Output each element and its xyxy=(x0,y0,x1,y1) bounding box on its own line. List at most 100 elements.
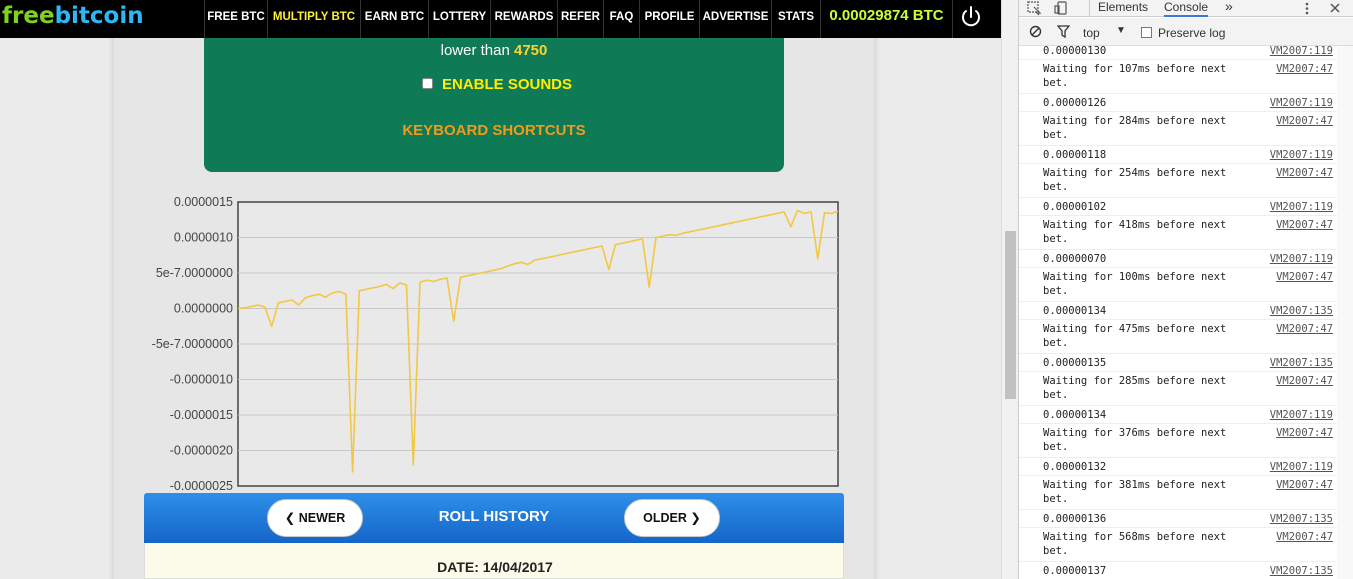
console-log-entry: Waiting for 100ms before next bet. VM2007… xyxy=(1019,268,1337,302)
console-source-link[interactable]: VM2007:119 xyxy=(1269,149,1333,161)
console-log-entry: 0.00000132 VM2007:119 xyxy=(1019,458,1337,476)
tab-console[interactable]: Console xyxy=(1164,0,1209,17)
console-message: 0.00000132 xyxy=(1043,461,1107,473)
inspect-element-icon[interactable] xyxy=(1027,1,1042,16)
console-log-entry: Waiting for 418ms before next bet. VM2007… xyxy=(1019,216,1337,250)
enable-sounds-checkbox[interactable] xyxy=(422,78,433,89)
page-scrollbar-thumb[interactable] xyxy=(1005,231,1016,399)
preserve-log-label[interactable]: Preserve log xyxy=(1158,26,1226,40)
nav-item-earn-btc[interactable]: EARN BTC xyxy=(360,0,428,38)
clear-console-icon[interactable] xyxy=(1029,25,1042,38)
keyboard-shortcuts-link[interactable]: KEYBOARD SHORTCUTS xyxy=(402,122,586,139)
console-source-link[interactable]: VM2007:119 xyxy=(1269,253,1333,265)
console-source-link[interactable]: VM2007:47 xyxy=(1276,271,1333,283)
console-message: 0.00000136 xyxy=(1043,513,1107,525)
newer-button[interactable]: ❮ NEWER xyxy=(267,499,363,537)
console-source-link[interactable]: VM2007:119 xyxy=(1269,409,1333,421)
enable-sounds-label[interactable]: ENABLE SOUNDS xyxy=(442,76,573,93)
nav-item-advertise[interactable]: ADVERTISE xyxy=(699,0,771,38)
console-log-entry: 0.00000137 VM2007:135 xyxy=(1019,562,1337,579)
nav-item-rewards[interactable]: REWARDS xyxy=(490,0,557,38)
console-source-link[interactable]: VM2007:135 xyxy=(1269,305,1333,317)
top-navbar: freebitcoin FREE BTC MULTIPLY BTC EARN BTC… xyxy=(0,0,1001,38)
preserve-log-checkbox[interactable] xyxy=(1141,27,1152,38)
column-shadow-right xyxy=(874,38,880,579)
older-button[interactable]: OLDER ❯ xyxy=(624,499,720,537)
console-message: 0.00000118 xyxy=(1043,149,1107,161)
lower-than-value: 4750 xyxy=(514,42,548,59)
chart-y-tick-label: 0.0000010 xyxy=(174,231,233,245)
console-log-entry: Waiting for 475ms before next bet. VM2007… xyxy=(1019,320,1337,354)
chart-y-tick-label: -5e-7.0000000 xyxy=(152,337,233,351)
console-log-entry: Waiting for 284ms before next bet. VM2007… xyxy=(1019,112,1337,146)
console-source-link[interactable]: VM2007:47 xyxy=(1276,115,1333,127)
console-source-link[interactable]: VM2007:47 xyxy=(1276,375,1333,387)
context-dropdown-icon[interactable]: ▼ xyxy=(1116,25,1126,36)
website-viewport: freebitcoin FREE BTC MULTIPLY BTC EARN BTC… xyxy=(0,0,1001,579)
console-source-link[interactable]: VM2007:119 xyxy=(1269,461,1333,473)
page-scrollbar[interactable] xyxy=(1001,0,1018,579)
console-message: Waiting for 475ms before next bet. xyxy=(1043,323,1227,349)
nav-item-lottery[interactable]: LOTTERY xyxy=(428,0,490,38)
console-message: Waiting for 100ms before next bet. xyxy=(1043,271,1227,297)
nav-item-multiply-btc[interactable]: MULTIPLY BTC xyxy=(267,0,360,38)
console-source-link[interactable]: VM2007:47 xyxy=(1276,167,1333,179)
bet-options-panel: lower than 4750 ENABLE SOUNDS KEYBOARD S… xyxy=(204,38,784,172)
console-message: Waiting for 285ms before next bet. xyxy=(1043,375,1227,401)
console-message: 0.00000135 xyxy=(1043,357,1107,369)
console-source-link[interactable]: VM2007:47 xyxy=(1276,63,1333,75)
console-log-entry: Waiting for 254ms before next bet. VM2007… xyxy=(1019,164,1337,198)
older-label: OLDER xyxy=(643,511,687,525)
kebab-menu-icon[interactable] xyxy=(1302,1,1312,16)
nav-item-faq[interactable]: FAQ xyxy=(603,0,639,38)
device-toolbar-icon[interactable] xyxy=(1054,1,1069,16)
nav-item-stats[interactable]: STATS xyxy=(771,0,820,38)
console-log-entry: 0.00000136 VM2007:135 xyxy=(1019,510,1337,528)
console-source-link[interactable]: VM2007:47 xyxy=(1276,323,1333,335)
roll-history-header: ❮ NEWER ROLL HISTORY OLDER ❯ xyxy=(144,493,844,543)
logout-button[interactable] xyxy=(952,0,987,38)
chart-y-tick-label: -0.0000025 xyxy=(170,479,233,490)
lower-than-text: lower than 4750 xyxy=(204,42,784,59)
console-message: Waiting for 107ms before next bet. xyxy=(1043,63,1227,89)
console-message: Waiting for 284ms before next bet. xyxy=(1043,115,1227,141)
console-scrollbar[interactable] xyxy=(1337,46,1353,579)
freebitcoin-logo[interactable]: freebitcoin xyxy=(2,3,144,29)
tab-elements[interactable]: Elements xyxy=(1098,0,1149,14)
devtools-panel: Elements Console » top ▼ Preserve log 0.… xyxy=(1018,0,1353,579)
console-source-link[interactable]: VM2007:135 xyxy=(1269,513,1333,525)
power-icon xyxy=(962,6,980,27)
console-source-link[interactable]: VM2007:47 xyxy=(1276,479,1333,491)
console-message: 0.00000134 xyxy=(1043,305,1107,317)
devtools-tab-bar: Elements Console » xyxy=(1019,0,1353,17)
console-source-link[interactable]: VM2007:119 xyxy=(1269,201,1333,213)
console-source-link[interactable]: VM2007:47 xyxy=(1276,531,1333,543)
console-source-link[interactable]: VM2007:135 xyxy=(1269,565,1333,577)
chart-y-tick-label: 0.0000015 xyxy=(174,195,233,209)
console-log-entry: Waiting for 285ms before next bet. VM2007… xyxy=(1019,372,1337,406)
logo-part-bitcoin: bitcoin xyxy=(54,3,144,29)
console-log-entry: 0.00000126 VM2007:119 xyxy=(1019,94,1337,112)
close-icon[interactable] xyxy=(1329,2,1341,14)
nav-item-free-btc[interactable]: FREE BTC xyxy=(204,0,267,38)
nav-item-profile[interactable]: PROFILE xyxy=(639,0,699,38)
filter-icon[interactable] xyxy=(1057,25,1070,38)
console-log-entry: 0.00000118 VM2007:119 xyxy=(1019,146,1337,164)
console-source-link[interactable]: VM2007:119 xyxy=(1269,97,1333,109)
console-message: Waiting for 376ms before next bet. xyxy=(1043,427,1227,453)
console-message: Waiting for 418ms before next bet. xyxy=(1043,219,1227,245)
console-log-entry: 0.00000135 VM2007:135 xyxy=(1019,354,1337,372)
context-selector[interactable]: top xyxy=(1083,26,1100,40)
console-source-link[interactable]: VM2007:119 xyxy=(1269,46,1333,57)
console-source-link[interactable]: VM2007:47 xyxy=(1276,219,1333,231)
console-message: Waiting for 568ms before next bet. xyxy=(1043,531,1227,557)
roll-history-title: ROLL HISTORY xyxy=(438,508,550,525)
more-tabs-button[interactable]: » xyxy=(1225,0,1233,14)
console-source-link[interactable]: VM2007:135 xyxy=(1269,357,1333,369)
nav-item-refer[interactable]: REFER xyxy=(557,0,603,38)
console-source-link[interactable]: VM2007:47 xyxy=(1276,427,1333,439)
chart-y-tick-label: 5e-7.0000000 xyxy=(156,266,233,280)
chevron-left-icon: ❮ xyxy=(284,511,296,525)
console-message: 0.00000070 xyxy=(1043,253,1107,265)
